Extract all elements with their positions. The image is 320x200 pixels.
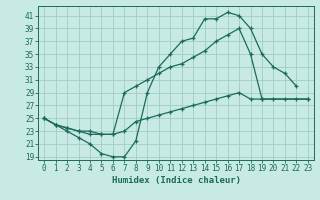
- X-axis label: Humidex (Indice chaleur): Humidex (Indice chaleur): [111, 176, 241, 185]
